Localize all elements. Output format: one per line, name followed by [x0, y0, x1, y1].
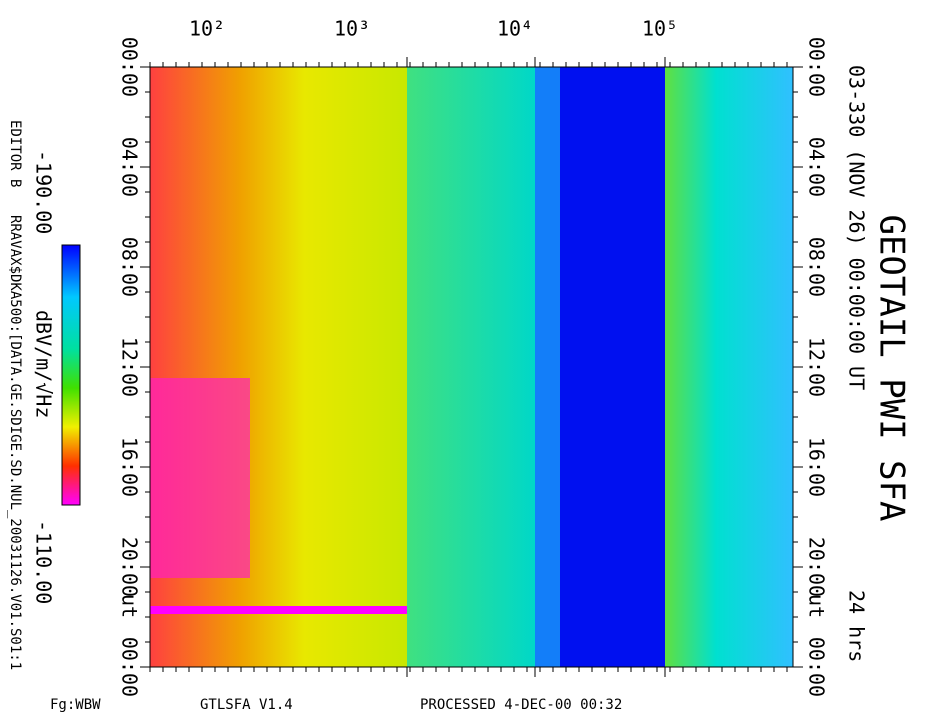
time-label: 00:00 — [118, 37, 142, 97]
time-label: 12:00 — [118, 337, 142, 397]
colorbar-unit: dBV/m/√Hz — [32, 310, 56, 418]
time-label: 00:00 — [118, 637, 142, 697]
band-patch — [150, 606, 407, 614]
subtitle: 03-330 (NOV 26) 00:00:00 UT — [845, 65, 869, 390]
spectrogram — [149, 66, 794, 668]
colorbar-min: -190.00 — [32, 150, 56, 234]
ut-label: ut — [118, 594, 142, 618]
footer-text: GTLSFA V1.4 — [200, 697, 293, 713]
duration: 24 hrs — [845, 590, 869, 662]
band-mid — [407, 67, 535, 667]
time-label: 16:00 — [805, 437, 829, 497]
editor: EDITOR B — [7, 120, 23, 187]
time-label: 12:00 — [805, 337, 829, 397]
title: GEOTAIL PWI SFA — [872, 214, 912, 521]
file-path: RRAVAX$DKA500:[DATA.GE.SDIGE.SD.NUL_2003… — [7, 215, 23, 670]
colorbar — [61, 244, 81, 506]
footer-text: Fg:WBW — [50, 697, 101, 713]
band-edge — [535, 67, 560, 667]
time-label: 00:00 — [805, 637, 829, 697]
colorbar-max: -110.00 — [32, 520, 56, 604]
freq-label: 10² — [189, 17, 225, 41]
footer-text: PROCESSED 4-DEC-00 00:32 — [420, 697, 622, 713]
time-label: 20:00 — [805, 537, 829, 597]
freq-label: 10⁵ — [642, 17, 678, 41]
time-label: 08:00 — [118, 237, 142, 297]
freq-label: 10⁴ — [497, 17, 533, 41]
band-patch — [150, 378, 250, 578]
time-label: 20:00 — [118, 537, 142, 597]
time-label: 08:00 — [805, 237, 829, 297]
ut-label: ut — [805, 594, 829, 618]
time-label: 04:00 — [118, 137, 142, 197]
labels: GEOTAIL PWI SFA 03-330 (NOV 26) 00:00:00… — [7, 65, 912, 713]
time-label: 16:00 — [118, 437, 142, 497]
freq-label: 10³ — [334, 17, 370, 41]
time-label: 04:00 — [805, 137, 829, 197]
band-top — [665, 67, 793, 667]
time-label: 00:00 — [805, 37, 829, 97]
